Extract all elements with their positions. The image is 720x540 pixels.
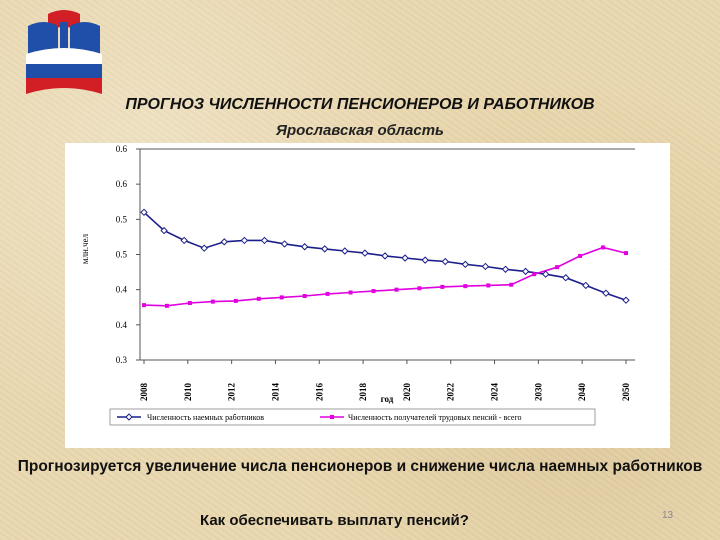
y-tick-label: 0.5 <box>116 250 128 260</box>
x-tick-label: 2050 <box>621 383 631 402</box>
y-axis-ticks: 0.6 0.6 0.5 0.5 0.4 0.4 0.3 <box>116 144 140 365</box>
x-tick-label: 2016 <box>314 383 324 402</box>
y-tick-label: 0.5 <box>116 214 128 224</box>
y-tick-label: 0.4 <box>116 320 128 330</box>
pensioners-point <box>256 296 261 301</box>
workers-point <box>622 296 630 304</box>
pensioners-point <box>463 284 468 289</box>
pensioners-point <box>486 283 491 288</box>
pensioners-point <box>532 272 537 277</box>
chart-legend: Численность наемных работников Численност… <box>109 408 596 426</box>
pensioners-point <box>187 301 192 306</box>
y-tick-label: 0.4 <box>116 285 128 295</box>
slide-subtitle: Ярославская область <box>276 122 444 139</box>
pensioners-point <box>578 253 583 258</box>
page-number: 13 <box>662 510 674 521</box>
legend-label-1: Численность наемных работников <box>147 413 264 422</box>
legend-marker-pensioners <box>330 415 334 419</box>
pensioners-point <box>601 245 606 250</box>
workers-point <box>300 243 309 251</box>
chart-container: 0.6 0.6 0.5 0.5 0.4 0.4 0.3 2008 2010 2012 2014 20… <box>65 143 670 448</box>
conclusion-text: Прогнозируется увеличение числа пенсионе… <box>17 458 703 475</box>
pensioners-point <box>279 295 284 300</box>
pensioners-point <box>371 289 376 294</box>
workers-point <box>521 267 530 276</box>
workers-point <box>401 254 409 262</box>
x-tick-label: 2014 <box>270 383 280 402</box>
workers-point <box>602 289 610 297</box>
x-tick-label: 2020 <box>402 383 412 402</box>
workers-point <box>200 244 208 252</box>
y-tick-label: 0.6 <box>116 144 128 154</box>
y-tick-label: 0.6 <box>116 179 128 189</box>
workers-point <box>260 236 269 245</box>
x-tick-label: 2040 <box>577 383 587 402</box>
workers-point <box>481 262 490 271</box>
pensioners-point <box>302 293 307 298</box>
workers-point <box>240 236 249 245</box>
line-chart: 0.60.60.50.50.40.40.3 2008 2010 2012 2014 20… <box>80 144 635 426</box>
x-tick-label: 2010 <box>183 383 193 402</box>
pensioners-point <box>233 298 238 303</box>
x-tick-label: 2012 <box>227 383 237 402</box>
workers-point <box>541 270 550 278</box>
workers-point <box>321 245 329 253</box>
question-text: Как обеспечивать выплату пенсий? <box>200 512 469 529</box>
workers-point <box>341 247 349 255</box>
pensioners-point <box>624 251 628 256</box>
workers-point <box>381 252 389 260</box>
pensioners-point <box>325 291 330 296</box>
pensioners-point <box>417 286 422 291</box>
pfr-logo <box>26 10 102 94</box>
slide-title: ПРОГНОЗ ЧИСЛЕННОСТИ ПЕНСИОНЕРОВ И РАБОТН… <box>125 96 595 113</box>
pensioners-point <box>555 265 560 270</box>
workers-point <box>180 236 188 245</box>
x-axis-label: год <box>381 394 394 404</box>
workers-point <box>280 240 289 248</box>
x-axis-ticks: 2008 2010 2012 2014 2016 2018 2020 2022 2024 2030… <box>139 360 631 401</box>
pensioners-point <box>509 282 514 287</box>
workers-point <box>220 238 229 246</box>
workers-point <box>461 260 470 269</box>
x-tick-label: 2024 <box>490 383 500 402</box>
x-tick-label: 2018 <box>358 383 368 402</box>
workers-point <box>361 249 369 257</box>
pensioners-point <box>348 290 353 295</box>
workers-point <box>421 256 429 264</box>
workers-point <box>140 208 148 217</box>
workers-point <box>160 226 168 235</box>
x-tick-label: 2030 <box>533 383 543 402</box>
pensioners-point <box>210 299 215 304</box>
x-tick-label: 2008 <box>139 383 149 402</box>
workers-point <box>441 257 449 266</box>
pensioners-point <box>164 303 169 308</box>
workers-point <box>501 265 510 273</box>
x-tick-label: 2022 <box>446 383 456 402</box>
workers-point <box>582 281 590 290</box>
pensioners-point <box>142 303 146 308</box>
pensioners-point <box>394 287 399 292</box>
workers-point <box>562 274 570 282</box>
chart-axes <box>139 148 635 361</box>
pensioners-point <box>440 284 445 289</box>
y-tick-label: 0.3 <box>116 355 128 365</box>
legend-marker-workers <box>125 413 133 421</box>
legend-box <box>109 408 596 426</box>
y-axis-label: млн.чел <box>80 233 90 264</box>
legend-label-2: Численность получателей трудовых пенсий … <box>348 413 522 422</box>
series-points <box>140 208 630 308</box>
